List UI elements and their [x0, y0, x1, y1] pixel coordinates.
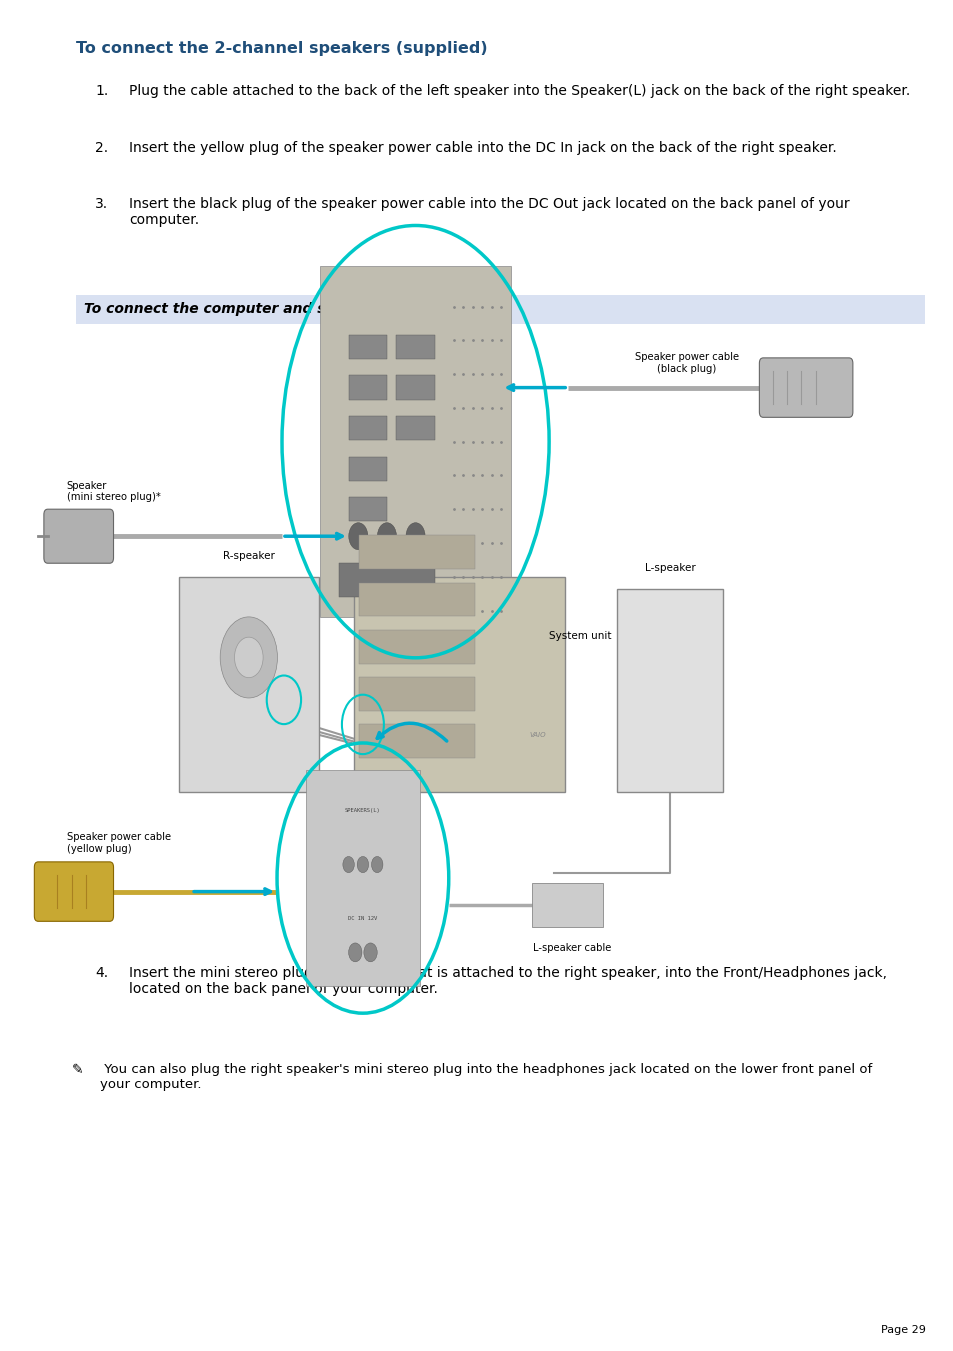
Text: You can also plug the right speaker's mini stereo plug into the headphones jack : You can also plug the right speaker's mi…	[100, 1063, 871, 1092]
Text: Insert the mini stereo plug of the cable that is attached to the right speaker, : Insert the mini stereo plug of the cable…	[129, 966, 886, 996]
FancyBboxPatch shape	[349, 335, 387, 359]
FancyBboxPatch shape	[305, 770, 419, 986]
Text: To connect the computer and speakers: To connect the computer and speakers	[84, 303, 387, 316]
FancyBboxPatch shape	[396, 416, 435, 440]
Text: 2.: 2.	[95, 141, 109, 154]
Circle shape	[356, 857, 368, 873]
FancyBboxPatch shape	[349, 416, 387, 440]
Text: ✎: ✎	[71, 1063, 83, 1077]
FancyBboxPatch shape	[358, 582, 475, 616]
FancyBboxPatch shape	[349, 457, 387, 481]
Text: L-speaker cable: L-speaker cable	[533, 943, 611, 952]
Circle shape	[348, 943, 361, 962]
Circle shape	[234, 638, 263, 678]
Text: Insert the black plug of the speaker power cable into the DC Out jack located on: Insert the black plug of the speaker pow…	[129, 197, 848, 227]
Circle shape	[377, 523, 396, 550]
Text: 4.: 4.	[95, 966, 109, 979]
Text: Plug the cable attached to the back of the left speaker into the Speaker(L) jack: Plug the cable attached to the back of t…	[129, 84, 909, 97]
FancyBboxPatch shape	[358, 630, 475, 663]
FancyBboxPatch shape	[349, 376, 387, 400]
FancyBboxPatch shape	[358, 677, 475, 711]
Text: Insert the yellow plug of the speaker power cable into the DC In jack on the bac: Insert the yellow plug of the speaker po…	[129, 141, 836, 154]
FancyBboxPatch shape	[34, 862, 113, 921]
Circle shape	[349, 523, 368, 550]
FancyBboxPatch shape	[178, 577, 318, 792]
Text: To connect the 2-channel speakers (supplied): To connect the 2-channel speakers (suppl…	[76, 41, 487, 55]
FancyBboxPatch shape	[532, 884, 602, 927]
FancyBboxPatch shape	[44, 509, 113, 563]
FancyBboxPatch shape	[339, 563, 435, 597]
FancyBboxPatch shape	[358, 535, 475, 569]
Text: Speaker power cable
(black plug): Speaker power cable (black plug)	[634, 353, 739, 374]
Text: 3.: 3.	[95, 197, 109, 211]
FancyBboxPatch shape	[396, 335, 435, 359]
Text: VAIO: VAIO	[529, 732, 545, 738]
Circle shape	[220, 617, 277, 698]
Text: Speaker power cable
(yellow plug): Speaker power cable (yellow plug)	[67, 832, 171, 854]
Text: DC IN 12V: DC IN 12V	[348, 916, 377, 921]
FancyBboxPatch shape	[76, 295, 924, 324]
Text: SPEAKERS(L): SPEAKERS(L)	[345, 808, 380, 813]
FancyBboxPatch shape	[354, 577, 564, 792]
Circle shape	[406, 523, 425, 550]
Circle shape	[342, 857, 354, 873]
FancyBboxPatch shape	[358, 724, 475, 758]
Text: 1.: 1.	[95, 84, 109, 97]
FancyBboxPatch shape	[759, 358, 852, 417]
FancyBboxPatch shape	[320, 266, 511, 617]
Text: Speaker
(mini stereo plug)*: Speaker (mini stereo plug)*	[67, 481, 160, 503]
Text: Page 29: Page 29	[880, 1325, 924, 1335]
Circle shape	[363, 943, 376, 962]
Text: L-speaker: L-speaker	[644, 563, 695, 573]
FancyBboxPatch shape	[349, 497, 387, 521]
Circle shape	[371, 857, 382, 873]
FancyBboxPatch shape	[617, 589, 722, 792]
Text: R-speaker: R-speaker	[223, 551, 274, 561]
Text: System unit: System unit	[549, 631, 611, 640]
FancyBboxPatch shape	[396, 376, 435, 400]
